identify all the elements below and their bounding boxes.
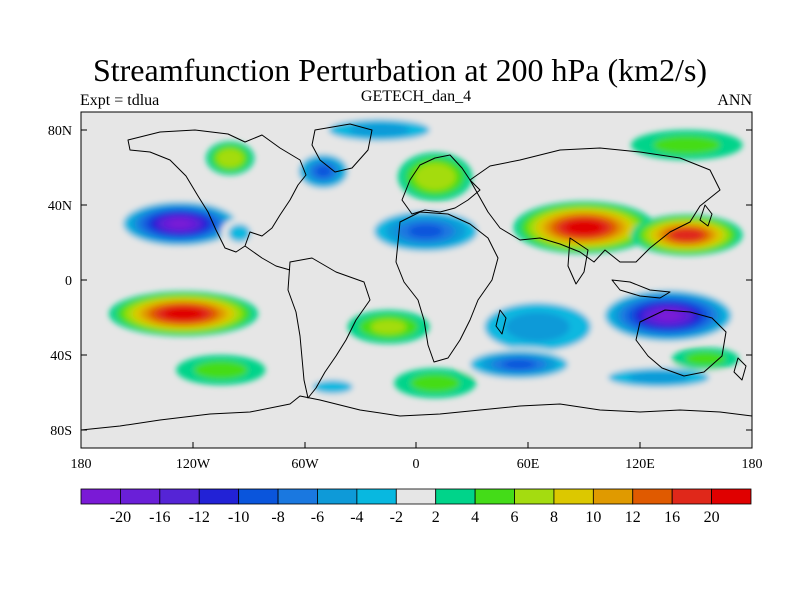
- contour-band: [628, 371, 690, 384]
- contour-band: [502, 359, 536, 369]
- contour-band: [653, 136, 721, 154]
- colorbar-swatch: [632, 488, 673, 505]
- contour-band: [676, 231, 697, 239]
- colorbar-label: 6: [511, 509, 519, 526]
- colorbar-label: 10: [585, 509, 601, 526]
- colorbar-swatch: [198, 488, 240, 505]
- y-axis: [81, 129, 752, 431]
- low-north-america: [293, 150, 354, 192]
- high-canada: [205, 141, 255, 176]
- high-africa-south: [394, 368, 477, 399]
- colorbar-label: 2: [432, 509, 440, 526]
- coastlines: [81, 123, 752, 431]
- contour-band: [573, 223, 596, 232]
- high-eurasia: [397, 152, 473, 202]
- colorbar-swatch: [435, 488, 476, 505]
- dataset-label: GETECH_dan_4: [360, 88, 472, 105]
- colorbar-swatch: [80, 488, 121, 505]
- contour-band: [171, 310, 196, 318]
- x-tick-label: 0: [413, 457, 420, 472]
- low-gulf-of-mexico: [220, 218, 259, 249]
- colorbar-swatch: [592, 488, 634, 505]
- low-southern-ocean-indian: [459, 347, 579, 382]
- y-tick-label: 80S: [50, 424, 72, 439]
- colorbar-swatch: [159, 488, 200, 505]
- x-axis: [80, 442, 753, 448]
- high-asia-tibet: [513, 201, 656, 254]
- low-southern-ocean-pacific: [588, 364, 730, 391]
- contour-band: [656, 311, 680, 321]
- low-north-africa: [362, 206, 490, 256]
- y-tick-label: 40S: [50, 349, 72, 364]
- contour-band: [348, 123, 410, 137]
- x-tick-label: 60W: [291, 457, 319, 472]
- high-northeast-asia: [630, 130, 743, 160]
- contour-band: [422, 168, 448, 185]
- y-tick-label: 40N: [48, 199, 72, 214]
- colorbar-label: -2: [390, 509, 403, 526]
- colorbar-label: 8: [550, 509, 558, 526]
- colorbar-swatch: [553, 488, 594, 505]
- colorbar-label: 12: [625, 509, 641, 526]
- contour-band: [505, 312, 570, 342]
- colorbar-label: 16: [664, 509, 680, 526]
- contour-band: [315, 165, 332, 177]
- colorbar-swatch: [671, 488, 712, 505]
- colorbar-label: -20: [110, 509, 131, 526]
- y-tick-label: 80N: [48, 124, 72, 139]
- colorbar-label: 20: [704, 509, 720, 526]
- colorbar-swatch: [474, 488, 515, 505]
- low-australia: [597, 287, 739, 344]
- colorbar-swatch: [356, 488, 397, 505]
- high-southeast-pacific: [176, 355, 266, 385]
- contour-band: [370, 319, 407, 335]
- low-south-atlantic: [299, 375, 367, 399]
- colorbar-label: -16: [149, 509, 170, 526]
- colorbar-swatch: [277, 488, 318, 505]
- colorbar-label: 4: [471, 509, 479, 526]
- contour-band: [228, 224, 251, 243]
- x-tick-label: 60E: [517, 457, 540, 472]
- colorbar-swatch: [514, 488, 555, 505]
- colorbar-swatch: [120, 488, 161, 505]
- high-west-pacific: [630, 214, 743, 256]
- contour-band: [169, 219, 190, 228]
- high-western-australia: [671, 347, 739, 371]
- colorbar-swatch: [711, 488, 752, 505]
- colorbar-swatch: [238, 488, 279, 505]
- x-tick-label: 180: [742, 457, 763, 472]
- contour-band: [410, 374, 460, 393]
- colorbar-label: -8: [271, 509, 284, 526]
- experiment-label: Expt = tdlua: [80, 92, 160, 109]
- x-tick-label: 120E: [625, 457, 655, 472]
- colorbar-label: -12: [189, 509, 210, 526]
- colorbar-label: -4: [350, 509, 363, 526]
- colorbar-label: -6: [311, 509, 324, 526]
- contour-band: [222, 152, 239, 164]
- low-arctic-north-atlantic: [308, 115, 451, 145]
- x-tick-label: 180: [71, 457, 92, 472]
- x-tick-label: 120W: [176, 457, 211, 472]
- high-south-pacific: [108, 291, 259, 337]
- colorbar: -20 -16 -12 -10 -8 -6 -4 -2 2 4 6 8 10 12 16 20: [80, 488, 752, 526]
- season-label: ANN: [717, 92, 752, 109]
- plot-title: Streamfunction Perturbation at 200 hPa (…: [92, 52, 708, 88]
- colorbar-swatch: [395, 488, 437, 505]
- y-tick-label: 0: [65, 274, 72, 289]
- high-south-atlantic: [347, 309, 430, 344]
- colorbar-label: -10: [228, 509, 249, 526]
- contour-band: [193, 361, 248, 379]
- colorbar-swatch: [317, 488, 358, 505]
- contour-band: [312, 380, 353, 394]
- contour-band: [408, 224, 444, 238]
